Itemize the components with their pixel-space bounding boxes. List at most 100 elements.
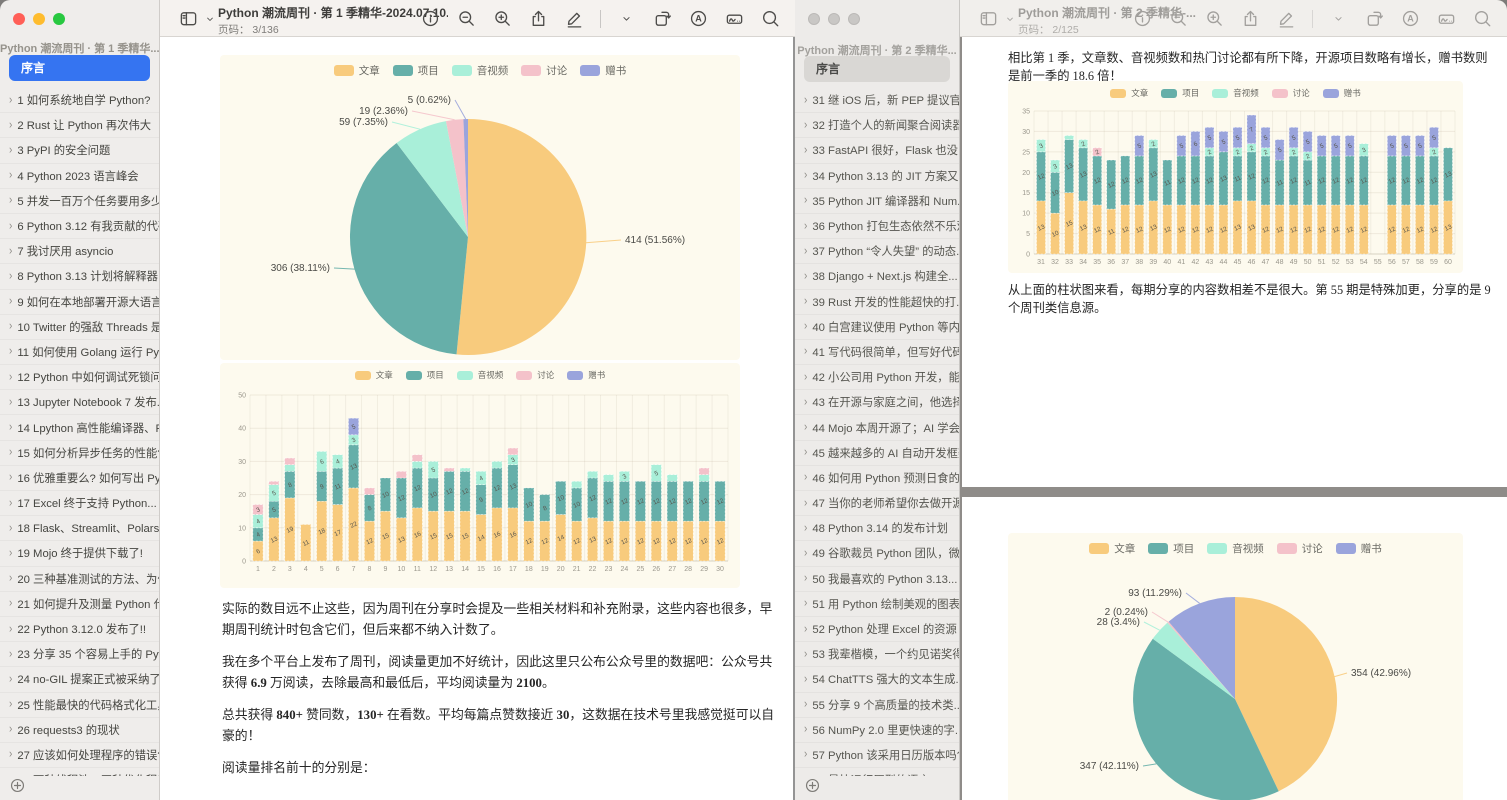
add-bookmark-button[interactable]	[9, 777, 27, 795]
toc-item[interactable]: › 3 PyPI 的安全问题	[0, 138, 159, 163]
signature-button[interactable]	[724, 8, 745, 29]
toc-item[interactable]: › 38 Django + Next.js 构建全...	[795, 264, 959, 289]
toc-item[interactable]: › 1 如何系统地自学 Python?	[0, 88, 159, 113]
toc-item[interactable]: › 55 分享 9 个高质量的技术类...	[795, 693, 959, 718]
add-bookmark-button[interactable]	[804, 777, 822, 795]
toc-item[interactable]: › 34 Python 3.13 的 JIT 方案又...	[795, 164, 959, 189]
toc-item[interactable]: › 4 Python 2023 语言峰会	[0, 164, 159, 189]
toc-item[interactable]: › 36 Python 打包生态依然不乐观	[795, 214, 959, 239]
info-button[interactable]	[1132, 8, 1153, 29]
zoom-in-button[interactable]	[492, 8, 513, 29]
sidebar-mode-chevron-button[interactable]	[1003, 8, 1017, 29]
toc-item[interactable]: › 52 Python 处理 Excel 的资源	[795, 617, 959, 642]
minimize-button[interactable]	[33, 13, 45, 25]
toc-item[interactable]: › 7 我讨厌用 asyncio	[0, 239, 159, 264]
toc-item[interactable]: › 40 白宫建议使用 Python 等内...	[795, 315, 959, 340]
zoom-button[interactable]	[53, 13, 65, 25]
zoom-button[interactable]	[848, 13, 860, 25]
chevron-right-icon: ›	[9, 572, 13, 585]
toc-item[interactable]: › 26 requests3 的现状	[0, 718, 159, 743]
toc-item[interactable]: › 16 优雅重要么? 如何写出 Pyt...	[0, 466, 159, 491]
toc-item[interactable]: › 12 Python 中如何调试死锁问题?	[0, 365, 159, 390]
chevron-down-button[interactable]	[1328, 8, 1349, 29]
bar-segment-文章	[364, 520, 375, 562]
toc-item[interactable]: › 35 Python JIT 编译器和 Num...	[795, 189, 959, 214]
toc-item[interactable]: › 45 越来越多的 AI 自动开发框架	[795, 441, 959, 466]
markup-button[interactable]	[1276, 8, 1297, 29]
toc-item[interactable]: › 48 Python 3.14 的发布计划	[795, 516, 959, 541]
zoom-out-button[interactable]	[1168, 8, 1189, 29]
toc-item[interactable]: › 43 在开源与家庭之间，他选择...	[795, 390, 959, 415]
highlight-button[interactable]: A	[688, 8, 709, 29]
share-button[interactable]	[1240, 8, 1261, 29]
toc-item[interactable]: › 37 Python “令人失望” 的动态...	[795, 239, 959, 264]
toc-item[interactable]: › 42 小公司用 Python 开发，能...	[795, 365, 959, 390]
toc-item[interactable]: › 9 如何在本地部署开源大语言...	[0, 290, 159, 315]
toc-item[interactable]: › 18 Flask、Streamlit、Polars...	[0, 516, 159, 541]
toc-item-label: 37 Python “令人失望” 的动态...	[812, 246, 959, 259]
toc-item[interactable]: › 32 打造个人的新闻聚合阅读器	[795, 113, 959, 138]
search-button[interactable]	[760, 8, 781, 29]
search-button[interactable]	[1472, 8, 1493, 29]
toc-item[interactable]: › 13 Jupyter Notebook 7 发布...	[0, 390, 159, 415]
legend-swatch	[405, 370, 422, 380]
toc-item[interactable]: › 17 Excel 终于支持 Python...	[0, 491, 159, 516]
toc-item[interactable]: › 5 并发一百万个任务要用多少...	[0, 189, 159, 214]
toc-item[interactable]: › 54 ChatTTS 强大的文本生成...	[795, 667, 959, 692]
sidebar-mode-chevron-button[interactable]	[203, 8, 217, 29]
toc-item[interactable]: › 11 如何使用 Golang 运行 Pyth...	[0, 340, 159, 365]
toc-item-preface[interactable]: 序言	[9, 55, 150, 81]
signature-button[interactable]	[1436, 8, 1457, 29]
rotate-button[interactable]	[1364, 8, 1385, 29]
legend-label: 讨论	[546, 65, 568, 77]
toc-item[interactable]: › 19 Mojo 终于提供下载了!	[0, 541, 159, 566]
toc-item[interactable]: › 27 应该如何处理程序的错误?	[0, 743, 159, 768]
toc-item[interactable]: › 23 分享 35 个容易上手的 Pyt...	[0, 642, 159, 667]
minimize-button[interactable]	[828, 13, 840, 25]
toc-item-label: 55 分享 9 个高质量的技术类...	[812, 699, 959, 712]
toc-item[interactable]: › 53 我辈楷模，一个约见诺奖得...	[795, 642, 959, 667]
toc-item[interactable]: › 15 如何分析异步任务的性能?	[0, 441, 159, 466]
toc-item[interactable]: › 56 NumPy 2.0 里更快速的字...	[795, 718, 959, 743]
toc-item[interactable]: › 22 Python 3.12.0 发布了!!	[0, 617, 159, 642]
toc-item[interactable]: › 21 如何提升及测量 Python 代...	[0, 592, 159, 617]
share-button[interactable]	[528, 8, 549, 29]
toc-item[interactable]: › 47 当你的老师希望你去做开源	[795, 491, 959, 516]
close-button[interactable]	[808, 13, 820, 25]
info-button[interactable]	[420, 8, 441, 29]
close-button[interactable]	[13, 13, 25, 25]
toc-item[interactable]: › 50 我最喜欢的 Python 3.13...	[795, 567, 959, 592]
toc-item[interactable]: › 58 最快运行原型的语言	[795, 768, 959, 776]
toc-item[interactable]: › 6 Python 3.12 有我贡献的代码!	[0, 214, 159, 239]
toc-item-preface[interactable]: 序言	[804, 56, 950, 82]
rotate-icon	[655, 11, 671, 26]
toc-item-label: 7 我讨厌用 asyncio	[17, 246, 114, 259]
toc-item[interactable]: › 46 如何用 Python 预测日食的...	[795, 466, 959, 491]
toc-item[interactable]: › 28 两种线程池、四种优化程序...	[0, 768, 159, 776]
toc-item[interactable]: › 49 谷歌裁员 Python 团队，微...	[795, 541, 959, 566]
toc-item[interactable]: › 25 性能最快的代码格式化工具...	[0, 693, 159, 718]
toc-item[interactable]: › 44 Mojo 本周开源了；AI 学会...	[795, 415, 959, 440]
toc-item[interactable]: › 20 三种基准测试的方法、为什...	[0, 567, 159, 592]
toc-item[interactable]: › 31 继 iOS 后，新 PEP 提议官...	[795, 88, 959, 113]
paragraph: 实际的数目远不止这些，因为周刊在分享时会提及一些相关材料和补充附录，这些内容也很…	[222, 602, 773, 638]
toc-item[interactable]: › 24 no-GIL 提案正式被采纳了!	[0, 667, 159, 692]
toc-item[interactable]: › 10 Twitter 的强敌 Threads 是...	[0, 315, 159, 340]
chevron-down-button[interactable]	[616, 8, 637, 29]
sidebar-toggle-button[interactable]	[978, 8, 999, 29]
rotate-button[interactable]	[652, 8, 673, 29]
markup-button[interactable]	[564, 8, 585, 29]
svg-text:16: 16	[493, 530, 503, 540]
zoom-in-button[interactable]	[1204, 8, 1225, 29]
highlight-button[interactable]: A	[1400, 8, 1421, 29]
toc-item[interactable]: › 2 Rust 让 Python 再次伟大	[0, 113, 159, 138]
toc-item[interactable]: › 57 Python 该采用日历版本吗?	[795, 743, 959, 768]
toc-item[interactable]: › 14 Lpython 高性能编译器、Py...	[0, 415, 159, 440]
toc-item[interactable]: › 8 Python 3.13 计划将解释器...	[0, 264, 159, 289]
toc-item[interactable]: › 33 FastAPI 很好，Flask 也没...	[795, 138, 959, 163]
toc-item[interactable]: › 39 Rust 开发的性能超快的打...	[795, 290, 959, 315]
toc-item[interactable]: › 51 用 Python 绘制美观的图表	[795, 592, 959, 617]
sidebar-toggle-button[interactable]	[178, 8, 199, 29]
toc-item[interactable]: › 41 写代码很简单，但写好代码...	[795, 340, 959, 365]
zoom-out-button[interactable]	[456, 8, 477, 29]
